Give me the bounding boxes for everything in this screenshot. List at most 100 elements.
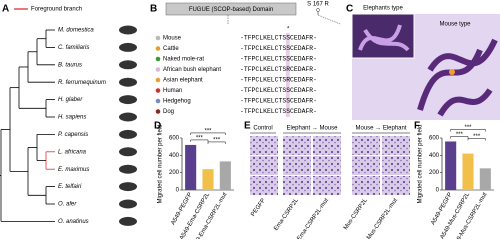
legend-name: Mouse (163, 36, 182, 42)
silhouette (119, 182, 137, 192)
mouse-type: Mouse type (439, 22, 471, 28)
sig-stars: *** (213, 138, 221, 144)
migration-image (382, 136, 410, 155)
silhouette (119, 129, 137, 139)
species-name: O. afer (58, 202, 77, 208)
sequence: -TFPCLKELCTSSCEDAFR- (240, 108, 317, 115)
sequence: -TFPCLKELCTSSCEDAFR- (240, 87, 317, 94)
sample-label: Mus-CSRP2L (343, 197, 369, 231)
species-name: M. domestica (58, 28, 94, 34)
group-label: Mouse → Elephant (355, 126, 406, 132)
legend-dot (155, 56, 161, 62)
species-name: B. taurus (58, 62, 82, 68)
silhouette (119, 216, 137, 226)
star: * (287, 27, 290, 33)
legend-name: Naked mole-rat (163, 57, 204, 63)
y-tick-label: 600 (429, 136, 440, 142)
legend-name: Cattle (163, 46, 179, 52)
panel-label: E (244, 121, 251, 132)
migration-image (283, 136, 311, 155)
sequence: -TFPCLKELCTSSCEDAFR- (240, 45, 317, 52)
migration-image (313, 176, 341, 195)
migration-image (352, 176, 380, 195)
legend-dot (155, 67, 161, 72)
migration-image (313, 136, 341, 155)
migration-image (382, 176, 410, 195)
sig-stars: *** (196, 136, 204, 142)
y-tick-label: 0 (436, 188, 440, 194)
y-tick-label: 400 (429, 153, 440, 159)
sig-stars: *** (473, 134, 481, 140)
silhouette (119, 60, 137, 70)
bar (445, 141, 457, 190)
species-name: R. ferrumequinum (58, 80, 106, 86)
sig-bracket (190, 132, 226, 135)
mutation: S 167 R (307, 2, 329, 8)
domain-box (165, 2, 297, 16)
legend-dot (155, 46, 161, 51)
helix (358, 24, 410, 52)
legend-dot (155, 77, 161, 83)
sig-bracket (467, 138, 486, 141)
bar (202, 169, 214, 190)
sequence: -TFPCLKELCTSRCEDAFR- (240, 66, 317, 73)
migration-image (250, 136, 278, 155)
y-axis-label: Migrated cell number per field (418, 124, 424, 203)
legend-dot (155, 109, 161, 114)
group-label: Elephant → Mouse (286, 126, 338, 132)
legend-name: Dog (163, 109, 174, 115)
legend-name: Hedgehog (163, 99, 191, 105)
y-tick-label: 600 (169, 136, 180, 142)
sig-bracket (450, 136, 469, 139)
legend-dot (155, 35, 161, 41)
elephant-type: Elephants type (363, 6, 403, 12)
migration-image (382, 156, 410, 175)
sequence: -TFPCLKELCTSSCEDAFR- (240, 56, 317, 63)
silhouette (119, 199, 137, 209)
sample-label: PEGFP (250, 198, 267, 218)
species-name: O. anatinus (58, 219, 89, 225)
silhouette (119, 147, 137, 157)
legend-name: African bush elephant (163, 67, 221, 73)
species-name: E. maximus (58, 167, 89, 173)
migration-image (352, 156, 380, 175)
panel-label: D (154, 121, 161, 132)
bar (219, 161, 231, 190)
group-label: Control (253, 126, 272, 132)
migration-image (313, 156, 341, 175)
bar (462, 153, 474, 190)
silhouette (119, 112, 137, 122)
migration-image (352, 136, 380, 155)
sig-bracket (190, 139, 209, 142)
highlight-column (285, 33, 290, 117)
species-name: L. africana (58, 149, 87, 155)
mutation-dot (316, 8, 320, 12)
y-tick-label: 200 (169, 170, 180, 176)
sequence: -TFPCLKELCTSSCEDAFR- (240, 98, 317, 105)
species-name: C. familiaris (58, 45, 89, 51)
panel-label: B (150, 4, 157, 15)
bar (479, 168, 491, 190)
sample-label: Ema-CSRP2L-mut (297, 197, 331, 239)
bar (185, 144, 197, 190)
guide (317, 14, 341, 25)
domain-name: FUGUE (SCOP-based) Domain (189, 7, 273, 13)
sequence: -TFPCLKELCTSRCEDAFR- (240, 77, 317, 84)
species-name: P. capensis (58, 132, 88, 138)
silhouette (119, 42, 137, 52)
legend-dot (155, 98, 161, 104)
y-tick-label: 200 (429, 170, 440, 176)
sample-label: Mus-CSRP2L-mut (366, 197, 399, 239)
species-name: E. telfairi (58, 184, 82, 190)
sig-bracket (450, 129, 486, 132)
legend-dot (155, 88, 161, 93)
legend-text: Foreground branch (31, 7, 82, 13)
silhouette (119, 164, 137, 174)
sig-stars: *** (464, 125, 472, 131)
sig-bracket (207, 141, 226, 144)
y-tick-label: 400 (169, 153, 180, 159)
panel-label: F (414, 121, 420, 132)
migration-image (250, 176, 278, 195)
sample-label: Ema-CSRP2L (273, 197, 300, 232)
